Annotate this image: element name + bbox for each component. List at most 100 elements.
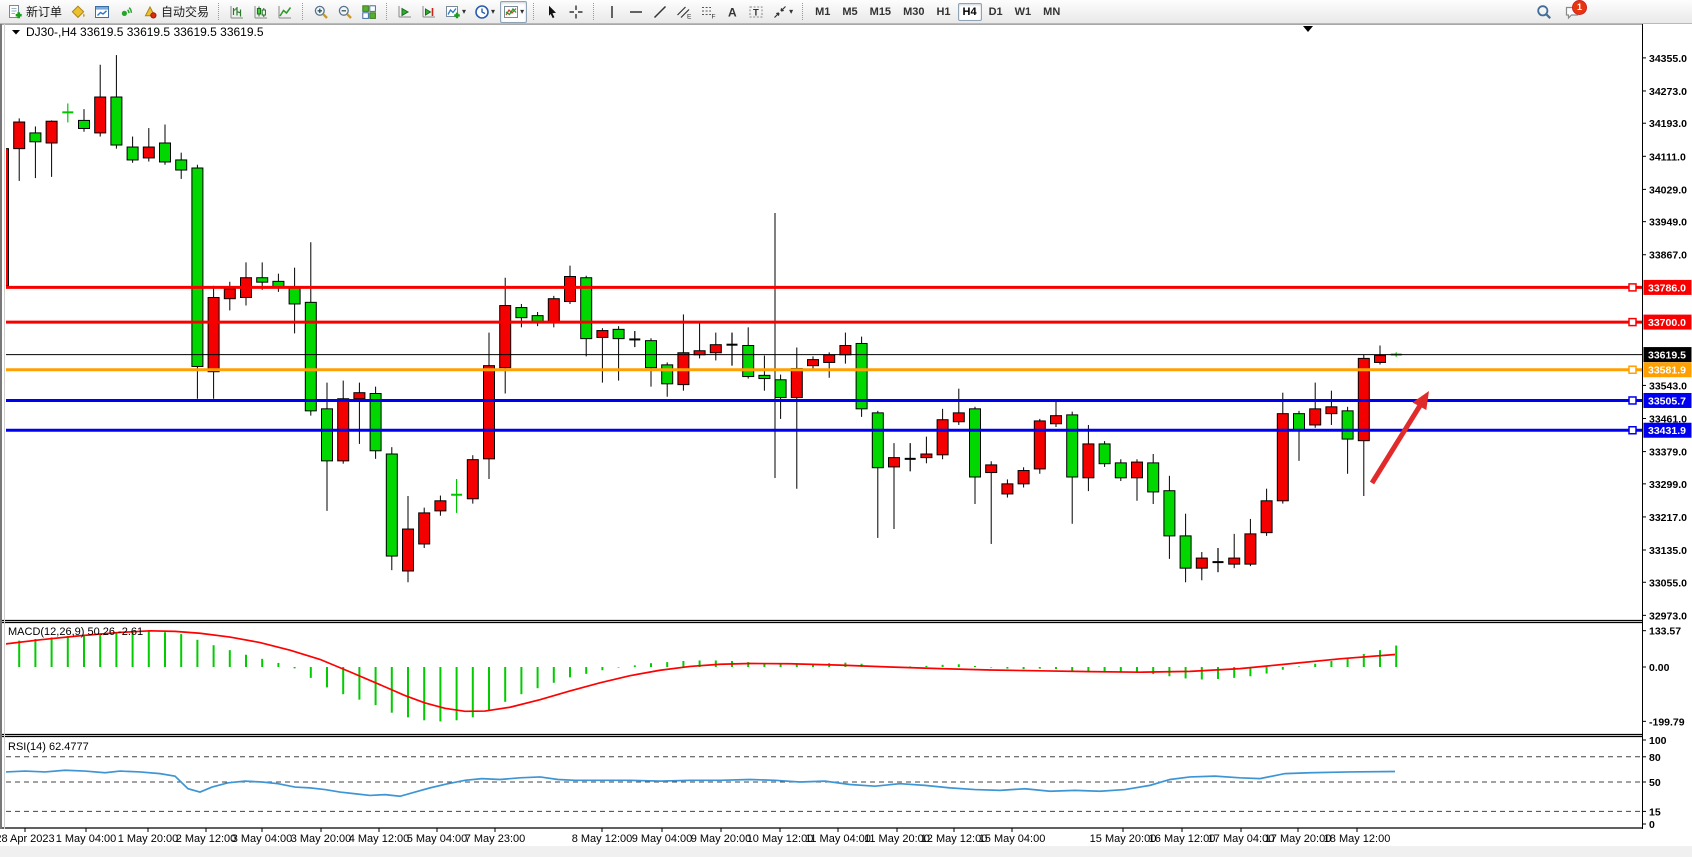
line-handle[interactable] bbox=[1628, 365, 1637, 374]
paint-bucket-button[interactable] bbox=[67, 1, 89, 23]
auto-scroll-button[interactable] bbox=[418, 1, 440, 23]
zoom-out-button[interactable] bbox=[334, 1, 356, 23]
candle-body bbox=[823, 354, 836, 363]
arrow-shaft bbox=[1369, 402, 1424, 485]
candle-body bbox=[1260, 500, 1273, 534]
line-handle[interactable] bbox=[1628, 317, 1637, 327]
chart-background bbox=[0, 24, 1692, 857]
channel-button[interactable]: E bbox=[673, 1, 695, 23]
price-axis[interactable]: 34355.0 34273.0 34193.0 34111.0 34029.0 33949… bbox=[1642, 24, 1692, 831]
line-handle[interactable] bbox=[1628, 283, 1637, 292]
timeframe-m15-button[interactable]: M15 bbox=[869, 5, 892, 18]
horizontal-line-button[interactable] bbox=[625, 1, 647, 23]
line-handle[interactable] bbox=[1628, 425, 1637, 435]
chevron-down-icon[interactable]: ▾ bbox=[520, 7, 525, 16]
label-icon: T bbox=[748, 4, 764, 20]
price-line-badge bbox=[1643, 392, 1692, 408]
candle-body bbox=[1017, 470, 1030, 485]
price-line-badge bbox=[1643, 279, 1692, 295]
toolbar-separator bbox=[533, 3, 535, 20]
macd-pane[interactable] bbox=[3, 629, 1398, 722]
chart-canvas[interactable]: 34355.0 34273.0 34193.0 34111.0 34029.0 33949… bbox=[0, 24, 1692, 857]
candle-body bbox=[612, 328, 625, 340]
arrow-head bbox=[1412, 391, 1429, 410]
new-order-button[interactable]: 新订单 bbox=[4, 1, 65, 23]
new-chart-window-button[interactable] bbox=[91, 1, 113, 23]
periods-icon bbox=[474, 4, 490, 20]
text-button[interactable]: A bbox=[721, 1, 743, 23]
timeframe-m1-button[interactable]: M1 bbox=[815, 5, 831, 18]
time-axis-bg[interactable] bbox=[0, 829, 1692, 846]
cursor-button[interactable] bbox=[541, 1, 563, 23]
candle-body bbox=[1131, 461, 1143, 479]
candle-body bbox=[952, 412, 965, 423]
timeframe-m30-button[interactable]: M30 bbox=[903, 5, 925, 18]
toolbar-separator bbox=[386, 3, 388, 20]
chart-shift-button[interactable] bbox=[394, 1, 416, 23]
chevron-down-icon[interactable]: ▾ bbox=[491, 7, 496, 16]
candle-body bbox=[596, 330, 609, 338]
signals-button[interactable] bbox=[115, 1, 137, 23]
periods-button[interactable]: ▾ bbox=[471, 1, 498, 23]
arrow-annotation[interactable] bbox=[1369, 391, 1429, 485]
new-order-icon bbox=[7, 4, 23, 20]
symbol-dropdown-icon[interactable] bbox=[12, 30, 20, 35]
bar-chart-button[interactable] bbox=[226, 1, 248, 23]
chevron-down-icon[interactable]: ▾ bbox=[789, 7, 794, 16]
candle-body bbox=[807, 359, 819, 367]
time-axis[interactable]: 28 Apr 2023 1 May 04:00 1 May 20:002 May 1… bbox=[0, 828, 1692, 857]
candle-body bbox=[175, 159, 188, 171]
search-button[interactable] bbox=[1533, 1, 1555, 23]
time-tick-label: 2 May 12:00 bbox=[176, 833, 237, 845]
new-order-label: 新订单 bbox=[26, 5, 63, 19]
shapes-button[interactable]: ▾ bbox=[769, 1, 796, 23]
chat-button[interactable]: 1 bbox=[1564, 0, 1587, 20]
candle-body bbox=[78, 119, 90, 129]
candle-body bbox=[321, 408, 333, 462]
price-tick-label: 32973.0 bbox=[1649, 610, 1687, 622]
time-tick-label: 28 Apr 2023 bbox=[0, 833, 55, 845]
candle-body bbox=[29, 132, 42, 143]
fibonacci-icon: F bbox=[700, 4, 716, 20]
time-tick-label: 18 May 12:00 bbox=[1324, 833, 1391, 845]
rsi-tick-label: 0 bbox=[1649, 819, 1655, 831]
autotrade-button[interactable]: 自动交易 bbox=[139, 1, 212, 23]
vertical-line-button[interactable] bbox=[601, 1, 623, 23]
window-bottom-strip bbox=[0, 846, 1692, 857]
candle-chart-button[interactable] bbox=[250, 1, 272, 23]
chat-badge: 1 bbox=[1572, 0, 1587, 15]
chart-window[interactable]: 34355.0 34273.0 34193.0 34111.0 34029.0 33949… bbox=[0, 24, 1692, 857]
candle-body bbox=[1082, 443, 1095, 479]
timeframe-w1-button[interactable]: W1 bbox=[1014, 5, 1032, 18]
candle-body bbox=[207, 296, 220, 373]
timeframe-mn-button[interactable]: MN bbox=[1043, 5, 1061, 18]
time-tick-label: 12 May 12:00 bbox=[921, 833, 988, 845]
candle-body bbox=[304, 301, 317, 412]
line-chart-button[interactable] bbox=[274, 1, 296, 23]
trendline-icon bbox=[652, 4, 668, 20]
trendline-button[interactable] bbox=[649, 1, 671, 23]
crosshair-button[interactable] bbox=[565, 1, 587, 23]
search-icon bbox=[1536, 4, 1552, 20]
price-tick-label: 34029.0 bbox=[1649, 184, 1687, 196]
label-button[interactable]: T bbox=[745, 1, 767, 23]
timeframe-m5-button[interactable]: M5 bbox=[842, 5, 858, 18]
timeframe-d1-button[interactable]: D1 bbox=[988, 5, 1003, 18]
timeframe-h1-button[interactable]: H1 bbox=[936, 5, 951, 18]
timeframe-h4-button[interactable]: H4 bbox=[957, 2, 982, 21]
current-price-badge bbox=[1643, 347, 1692, 363]
zoom-in-button[interactable] bbox=[310, 1, 332, 23]
price-tick-label: 34273.0 bbox=[1649, 86, 1687, 98]
fibonacci-button[interactable]: F bbox=[697, 1, 719, 23]
new-chart-window-icon bbox=[94, 4, 110, 20]
rsi-pane[interactable] bbox=[6, 756, 1642, 812]
tile-windows-button[interactable] bbox=[358, 1, 380, 23]
chevron-down-icon[interactable]: ▾ bbox=[462, 7, 467, 16]
indicators-button[interactable]: ▾ bbox=[442, 1, 469, 23]
window-left-edge bbox=[0, 24, 2, 857]
chart-shift-marker[interactable] bbox=[1303, 26, 1313, 32]
templates-button[interactable]: ▾ bbox=[500, 0, 528, 23]
time-tick-label: 17 May 20:00 bbox=[1265, 833, 1332, 845]
candle-body bbox=[515, 307, 528, 319]
line-handle[interactable] bbox=[1628, 396, 1637, 405]
